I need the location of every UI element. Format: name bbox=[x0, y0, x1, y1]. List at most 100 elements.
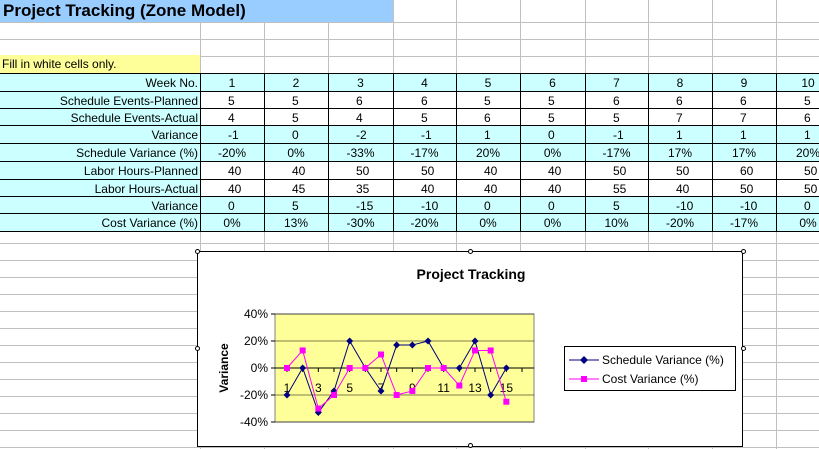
schedule-point bbox=[346, 337, 354, 345]
cost-point bbox=[425, 365, 431, 371]
value-cell[interactable]: 50 bbox=[676, 164, 690, 178]
x-tick-label: 5 bbox=[346, 381, 353, 395]
value-cell[interactable]: 50 bbox=[613, 164, 627, 178]
value-cell[interactable]: 50 bbox=[804, 164, 818, 178]
value-cell: -15 bbox=[356, 198, 374, 213]
value-cell[interactable]: 40 bbox=[292, 164, 306, 178]
project-tracking-chart[interactable]: Project Tracking 40% 20% 0% -20% -40% Varianc… bbox=[197, 251, 743, 447]
value-cell[interactable]: 50 bbox=[356, 164, 370, 178]
value-cell[interactable]: 40 bbox=[548, 164, 562, 178]
value-cell: -2 bbox=[356, 128, 367, 142]
week-number-cell: 9 bbox=[740, 76, 748, 90]
cost-point bbox=[315, 405, 322, 412]
y-tick-label: 40% bbox=[244, 307, 268, 321]
cost-point bbox=[299, 347, 306, 354]
value-cell[interactable]: 50 bbox=[740, 181, 754, 196]
value-cell: -1 bbox=[228, 128, 239, 142]
value-cell[interactable]: 5 bbox=[484, 93, 491, 108]
value-cell: -20% bbox=[217, 146, 246, 160]
value-cell: 0 bbox=[548, 128, 555, 142]
cost-point bbox=[503, 398, 510, 405]
value-cell: 13% bbox=[283, 216, 309, 230]
table-border bbox=[0, 196, 819, 197]
row-label: Schedule Events-Planned bbox=[0, 92, 200, 109]
value-cell[interactable]: 5 bbox=[548, 93, 555, 108]
chart-resize-handle[interactable] bbox=[741, 346, 746, 351]
chart-resize-handle[interactable] bbox=[195, 249, 200, 254]
chart-resize-handle[interactable] bbox=[741, 249, 746, 254]
value-cell[interactable]: 40 bbox=[228, 164, 242, 178]
value-cell[interactable]: 40 bbox=[421, 181, 435, 196]
schedule-point bbox=[408, 341, 416, 349]
table-row: Variance -1 0 -2 -1 1 0 -1 1 1 1 bbox=[0, 126, 819, 144]
value-cell[interactable]: 7 bbox=[676, 110, 683, 125]
schedule-point bbox=[299, 364, 307, 372]
value-cell: 1 bbox=[484, 128, 491, 142]
value-cell: 0 bbox=[484, 198, 491, 213]
schedule-point bbox=[487, 391, 495, 399]
row-label: Schedule Variance (%) bbox=[0, 144, 200, 162]
value-cell: 0 bbox=[548, 198, 555, 213]
row-label: Week No. bbox=[0, 74, 200, 92]
table-border bbox=[0, 125, 819, 126]
value-cell[interactable]: 50 bbox=[421, 164, 435, 178]
cost-point bbox=[487, 347, 494, 354]
chart-resize-handle[interactable] bbox=[195, 346, 200, 351]
header-row: Week No. 1 2 3 4 5 6 7 8 9 10 bbox=[0, 74, 819, 92]
value-cell[interactable]: 5 bbox=[292, 93, 299, 108]
table-border bbox=[585, 73, 586, 232]
value-cell: -1 bbox=[613, 128, 624, 142]
value-cell[interactable]: 35 bbox=[356, 181, 370, 196]
value-cell[interactable]: 40 bbox=[484, 164, 498, 178]
value-cell[interactable]: 6 bbox=[804, 110, 811, 125]
value-cell[interactable]: 6 bbox=[421, 93, 428, 108]
value-cell[interactable]: 5 bbox=[613, 110, 620, 125]
value-cell: 20% bbox=[475, 146, 501, 160]
value-cell: -17% bbox=[602, 146, 631, 160]
value-cell[interactable]: 4 bbox=[356, 110, 363, 125]
table-border bbox=[0, 213, 819, 214]
value-cell[interactable]: 5 bbox=[804, 93, 811, 108]
value-cell[interactable]: 6 bbox=[676, 93, 683, 108]
x-tick-label: 13 bbox=[468, 381, 482, 395]
value-cell[interactable]: 5 bbox=[548, 110, 555, 125]
value-cell[interactable]: 6 bbox=[356, 93, 363, 108]
value-cell[interactable]: 6 bbox=[484, 110, 491, 125]
value-cell[interactable]: 40 bbox=[548, 181, 562, 196]
value-cell[interactable]: 7 bbox=[740, 110, 747, 125]
value-cell[interactable]: 60 bbox=[740, 164, 754, 178]
week-number-cell: 3 bbox=[357, 76, 364, 90]
cost-point bbox=[472, 347, 478, 354]
chart-resize-handle[interactable] bbox=[468, 443, 473, 448]
value-cell[interactable]: 6 bbox=[740, 93, 747, 108]
cost-point bbox=[393, 392, 400, 398]
table-border bbox=[200, 73, 201, 232]
schedule-point bbox=[393, 341, 401, 349]
value-cell[interactable]: 55 bbox=[613, 181, 627, 196]
value-cell[interactable]: 50 bbox=[804, 181, 818, 196]
value-cell[interactable]: 4 bbox=[228, 110, 235, 125]
value-cell[interactable]: 5 bbox=[228, 93, 235, 108]
value-cell[interactable]: 40 bbox=[484, 181, 498, 196]
week-number-cell: 1 bbox=[228, 76, 236, 90]
schedule-point bbox=[283, 391, 291, 399]
schedule-point bbox=[455, 364, 463, 372]
value-cell: 0 bbox=[292, 128, 299, 142]
value-cell: 10% bbox=[604, 216, 629, 230]
value-cell: 0 bbox=[804, 198, 811, 213]
value-cell: 17% bbox=[667, 146, 693, 160]
value-cell: -10 bbox=[740, 198, 758, 213]
schedule-point bbox=[502, 364, 510, 372]
value-cell[interactable]: 40 bbox=[228, 181, 242, 196]
value-cell[interactable]: 6 bbox=[613, 93, 620, 108]
value-cell: 0% bbox=[543, 146, 562, 160]
table-border bbox=[328, 73, 329, 232]
week-number-cell: 8 bbox=[676, 76, 684, 90]
value-cell[interactable]: 40 bbox=[676, 181, 690, 196]
value-cell[interactable]: 5 bbox=[292, 110, 299, 125]
table-border bbox=[0, 161, 819, 162]
chart-resize-handle[interactable] bbox=[468, 249, 473, 254]
value-cell[interactable]: 45 bbox=[292, 181, 306, 196]
cost-point bbox=[378, 351, 384, 358]
value-cell[interactable]: 5 bbox=[421, 110, 428, 125]
